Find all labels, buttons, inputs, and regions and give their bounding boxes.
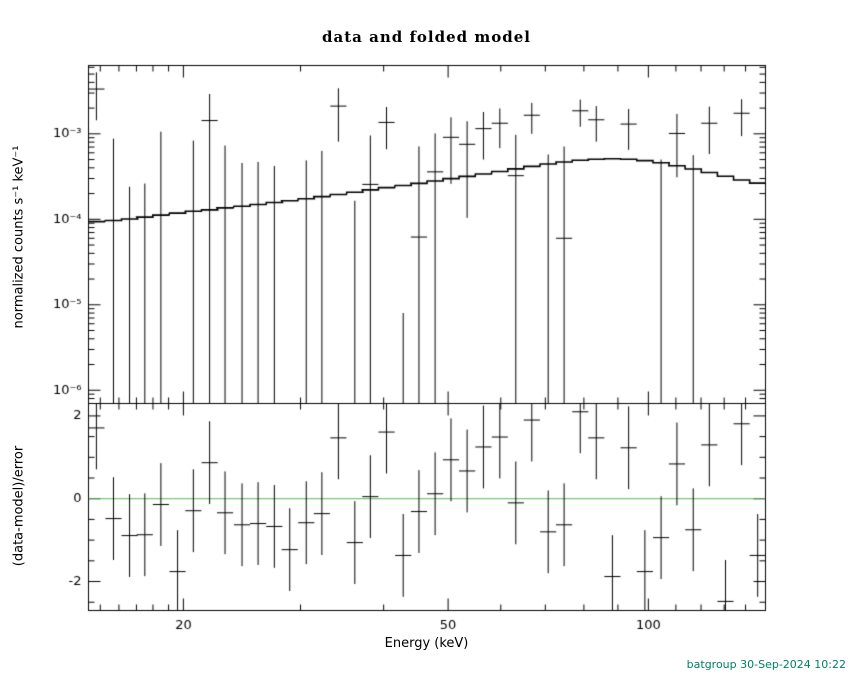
bottom-y-axis-label: (data-model)/error [11,445,27,567]
plot-title: data and folded model [322,28,531,46]
top-y-axis-label: normalized counts s⁻¹ keV⁻¹ [11,145,27,329]
timestamp-stamp: batgroup 30-Sep-2024 10:22 [686,658,846,671]
x-axis-label: Energy (keV) [384,636,469,651]
